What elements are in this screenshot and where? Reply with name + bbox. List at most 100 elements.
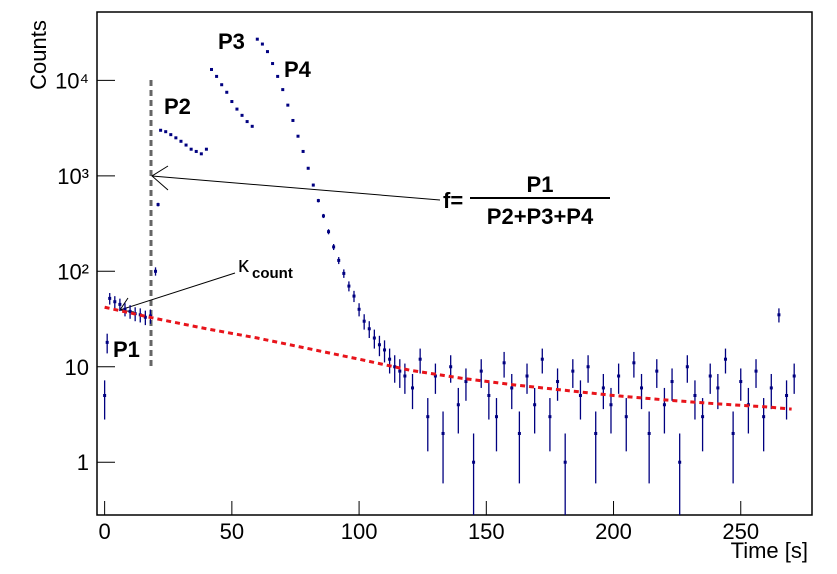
data-point [716,386,720,390]
data-point [372,336,376,340]
data-point [785,393,789,397]
data-point [194,149,198,153]
data-point [441,431,445,435]
data-point [169,133,173,137]
data-point [113,300,117,304]
data-point [563,460,567,464]
data-point [693,393,697,397]
plot-frame [96,11,813,516]
data-point [487,393,491,397]
data-point [337,258,341,262]
data-point [240,113,244,117]
data-point [418,357,422,361]
data-point [403,374,407,378]
data-point [210,67,214,71]
data-point [655,369,659,373]
data-point [640,386,644,390]
data-point [327,230,331,234]
x-tick-label: 50 [220,519,244,544]
annotation: P3 [218,29,245,54]
y-tick-label: 10² [57,259,89,284]
data-point [777,313,781,317]
arrow [151,175,441,201]
data-point [701,415,705,419]
data-point [739,380,743,384]
data-point [367,327,371,331]
data-point [685,365,689,369]
data-point [189,147,193,151]
data-point [578,393,582,397]
data-point [609,403,613,407]
data-point [502,361,506,365]
annotation: P1 [527,172,554,197]
data-point [377,343,381,347]
data-point [792,374,796,378]
x-axis-label: Time [s] [731,538,808,563]
data-point [184,143,188,147]
data-point [321,214,325,218]
data-point [281,88,285,92]
x-tick-label: 150 [468,519,505,544]
data-point [179,139,183,143]
data-point [301,149,305,153]
data-point [316,199,320,203]
data-point [225,90,229,94]
data-point [624,415,628,419]
data-point [525,374,529,378]
data-point [411,386,415,390]
data-point [601,386,605,390]
data-point [108,296,112,300]
data-point [245,120,249,124]
data-point [265,50,269,54]
data-point [123,307,127,311]
data-point [103,393,107,397]
data-point [174,136,178,140]
data-point [352,294,356,298]
data-point [571,369,575,373]
data-point [159,128,163,132]
y-tick-label: 10⁴ [55,68,89,93]
data-point [433,374,437,378]
data-point [510,386,514,390]
data-point [426,415,430,419]
data-point [479,369,483,373]
data-point [670,380,674,384]
data-point [306,166,310,170]
data-point [754,369,758,373]
data-point [723,357,727,361]
data-point [398,369,402,373]
data-point [762,415,766,419]
annotation: count [252,265,293,282]
data-point [708,374,712,378]
data-point [472,460,476,464]
data-point [632,361,636,365]
x-tick-label: 100 [341,519,378,544]
data-point [731,431,735,435]
data-point [311,183,315,187]
annotation: P2 [164,94,191,119]
data-point [393,365,397,369]
data-point [271,62,275,66]
fit-line [104,305,792,411]
arrow-head [151,165,169,191]
data-point [362,319,366,323]
data-point [230,100,234,104]
data-point [494,415,498,419]
data-point [220,83,224,87]
data-point [388,357,392,361]
data-point [662,403,666,407]
annotation: P1 [113,337,140,362]
x-tick-label: 0 [99,519,111,544]
data-point [647,431,651,435]
arrow-head [119,297,135,313]
y-tick-label: 10 [65,355,89,380]
data-point [769,386,773,390]
arrow [119,272,236,311]
data-point [548,415,552,419]
data-point [586,365,590,369]
data-point [143,315,147,319]
data-point [449,365,453,369]
data-point [235,107,239,111]
